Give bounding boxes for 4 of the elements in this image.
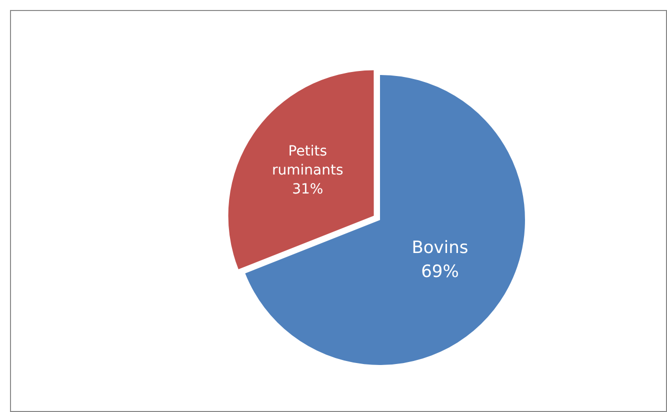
data-label: 31% <box>292 181 324 198</box>
data-label: 69% <box>421 262 459 282</box>
slice-label: Petits ruminants <box>272 143 344 178</box>
slice-label: Bovins <box>412 238 468 258</box>
